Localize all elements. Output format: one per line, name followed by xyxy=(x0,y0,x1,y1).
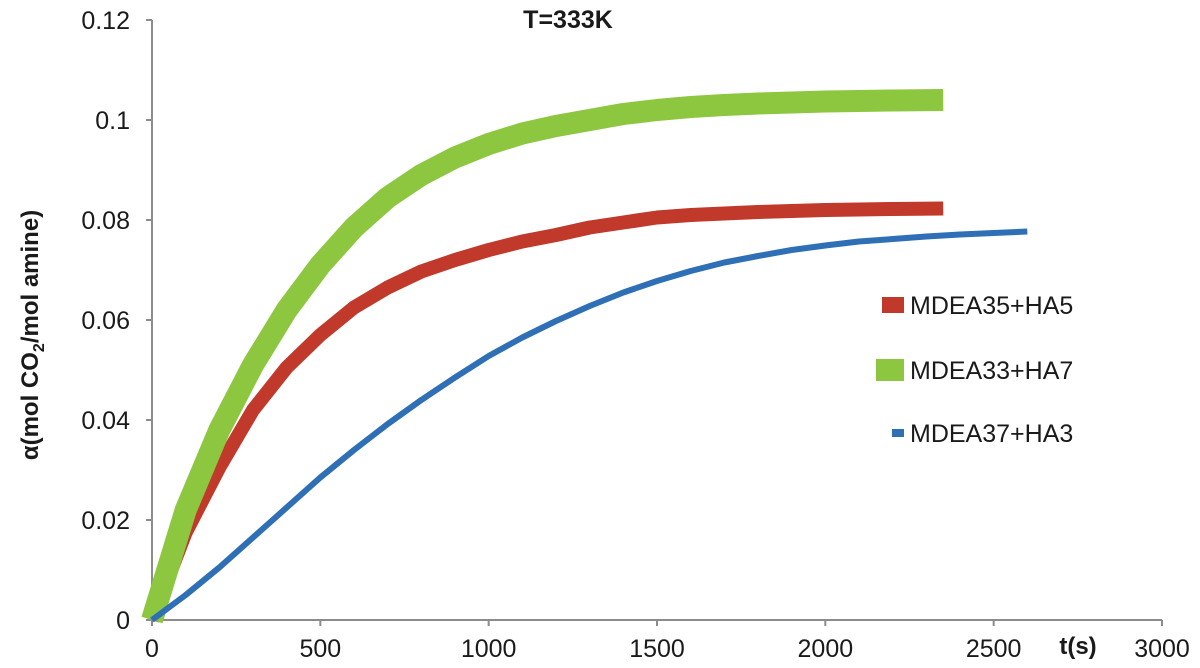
y-tick-label: 0 xyxy=(116,607,130,635)
series-line xyxy=(141,89,944,624)
x-tick-label: 1000 xyxy=(461,635,517,663)
y-tick-label: 0.04 xyxy=(81,407,130,435)
x-tick-label: 500 xyxy=(299,635,341,663)
x-axis-ticks: 0 500 1000 1500 2000 2500 3000 xyxy=(145,620,1190,663)
y-tick-label: 0.02 xyxy=(81,507,130,535)
y-axis-title: α(mol CO2/mol amine) xyxy=(17,210,48,460)
x-axis-title: t(s) xyxy=(1059,633,1096,660)
y-tick-label: 0.06 xyxy=(81,307,130,335)
legend-swatch xyxy=(892,429,904,437)
y-axis-title-subscript: 2 xyxy=(31,343,48,352)
x-tick-label: 2500 xyxy=(966,635,1022,663)
series-line xyxy=(145,201,944,623)
y-tick-label: 0.1 xyxy=(95,107,130,135)
series-layer xyxy=(141,89,1028,624)
y-axis-ticks: 0 0.02 0.04 0.06 0.08 0.1 0.12 xyxy=(81,7,152,635)
legend-swatch xyxy=(882,297,904,313)
legend: MDEA35+HA5 MDEA33+HA7 MDEA37+HA3 xyxy=(876,292,1073,448)
x-tick-label: 0 xyxy=(145,635,159,663)
y-axis-title-main: α(mol CO xyxy=(17,352,44,460)
legend-label: MDEA33+HA7 xyxy=(910,357,1073,385)
legend-swatch xyxy=(876,359,904,381)
chart-title: T=333K xyxy=(523,6,613,34)
y-tick-label: 0.12 xyxy=(81,7,130,35)
x-tick-label: 1500 xyxy=(629,635,685,663)
legend-label: MDEA35+HA5 xyxy=(910,292,1073,320)
y-axis-title-tail: /mol amine) xyxy=(17,210,44,343)
x-tick-label: 2000 xyxy=(798,635,854,663)
legend-label: MDEA37+HA3 xyxy=(910,420,1073,448)
y-tick-label: 0.08 xyxy=(81,207,130,235)
x-tick-label: 3000 xyxy=(1134,635,1190,663)
series-line xyxy=(150,228,1028,623)
